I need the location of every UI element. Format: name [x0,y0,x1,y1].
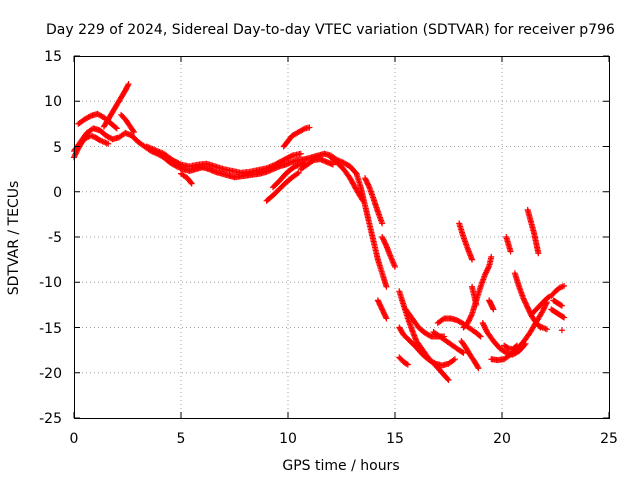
data-point [329,161,336,168]
x-tick-label: 15 [386,431,404,447]
y-tick-label: 5 [53,140,62,156]
y-tick-label: -25 [39,411,62,427]
data-point [475,365,482,372]
data-point [559,313,566,320]
x-tick-label: 5 [177,431,186,447]
data-point [359,197,366,204]
data-point [365,182,372,189]
data-point [460,349,467,356]
data-point [512,343,519,350]
data-point [404,361,411,368]
data-point [477,333,484,340]
data-point [359,196,366,203]
data-point [294,170,301,177]
axis-ticks [73,55,610,419]
data-point [124,82,131,89]
data-point [490,306,497,313]
data-point [297,150,304,157]
data-point [451,356,458,363]
y-tick-label: -20 [39,366,62,382]
x-tick-label: 20 [493,431,511,447]
x-axis-label: GPS time / hours [282,458,399,474]
data-point [112,124,119,131]
x-tick-label: 10 [279,431,297,447]
x-tick-labels: 0 5 10 15 20 25 [70,431,618,447]
data-point [488,253,495,260]
y-tick-label: 15 [44,49,62,65]
y-tick-label: -5 [48,230,62,246]
data-point [558,327,565,334]
data-point [469,256,476,263]
data-point [382,314,389,321]
data-point [468,312,475,319]
data-point [450,357,457,364]
data-point [485,264,492,271]
data-point [473,301,480,308]
data-point [543,326,550,333]
y-tick-label: -15 [39,321,62,337]
x-tick-label: 25 [600,431,618,447]
chart-title: Day 229 of 2024, Sidereal Day-to-day VTE… [46,22,615,38]
data-point [561,282,568,289]
y-tick-label: -10 [39,275,62,291]
data-point [187,179,194,186]
data-point [383,283,390,290]
data-point [557,302,564,309]
data-point [382,241,389,248]
data-point [288,153,295,160]
data-point [561,314,568,321]
data-point [476,332,483,339]
grid-lines [74,56,609,418]
x-tick-label: 0 [70,431,79,447]
y-tick-label: 10 [44,94,62,110]
data-series [71,81,568,383]
data-point [535,250,542,257]
data-point [188,180,195,187]
data-point [474,364,481,371]
data-point [459,349,466,356]
y-tick-label: 0 [53,185,62,201]
data-point [306,124,313,131]
y-tick-labels: 15 10 5 0 -5 -10 -15 -20 -25 [39,49,62,427]
data-point [545,294,552,301]
data-point [113,125,120,132]
y-axis-label: SDTVAR / TECUs [6,181,22,296]
data-point [558,302,565,309]
data-point [130,129,137,136]
data-point [125,81,132,88]
data-point [383,315,390,322]
data-point [444,375,451,382]
data-point [379,220,386,227]
data-point [513,342,520,349]
data-point [295,169,302,176]
data-point [130,127,137,134]
data-point [507,248,514,255]
data-point [403,360,410,367]
data-point [105,140,112,147]
data-point [176,160,183,167]
data-point [445,376,452,383]
data-point [300,126,307,133]
data-point [392,263,398,270]
